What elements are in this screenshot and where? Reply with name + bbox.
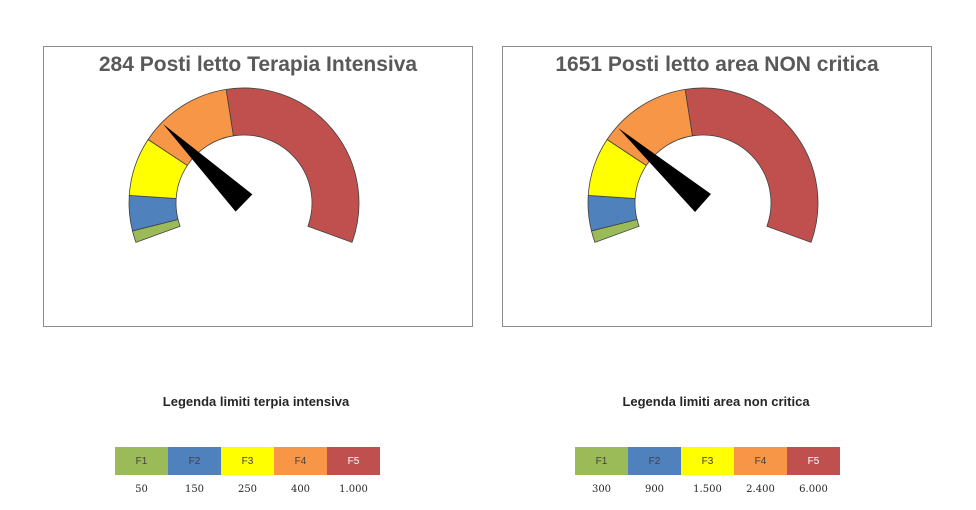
- legend-cell-f5: F5: [787, 447, 840, 475]
- legend-value: 1.500: [693, 484, 722, 495]
- gauge-panel-intensive-care: 284 Posti letto Terapia Intensiva: [43, 46, 473, 327]
- legend-value: 250: [237, 484, 258, 495]
- legend-cell-f3: F3: [221, 447, 274, 475]
- legend-cell-f4: F4: [274, 447, 327, 475]
- legend-cell-f1: F1: [115, 447, 168, 475]
- legend-value: 300: [591, 484, 612, 495]
- gauge-needle: [618, 128, 711, 212]
- gauge-title: 1651 Posti letto area NON critica: [555, 53, 879, 76]
- gauge-band-f5: [684, 87, 819, 243]
- legend-color-row: F1 F2 F3 F4 F5: [115, 447, 380, 475]
- gauge-title: 284 Posti letto Terapia Intensiva: [98, 53, 418, 76]
- legend-cell-f4: F4: [734, 447, 787, 475]
- legend-value: 2.400: [746, 484, 775, 495]
- legend-values-row: 300 900 1.500 2.400 6.000: [575, 484, 840, 495]
- legend-title: Legenda limiti area non critica: [622, 394, 810, 409]
- legend-values-row: 50 150 250 400 1.000: [115, 484, 380, 495]
- legend-cell-f5: F5: [327, 447, 380, 475]
- legend-color-row: F1 F2 F3 F4 F5: [575, 447, 840, 475]
- legend-value: 1.000: [339, 484, 368, 495]
- legend-cell-f1: F1: [575, 447, 628, 475]
- legend-title: Legenda limiti terpia intensiva: [162, 394, 350, 409]
- legend-cell-f2: F2: [168, 447, 221, 475]
- legend-value: 150: [184, 484, 205, 495]
- legend-value: 6.000: [799, 484, 828, 495]
- gauge-chart: [128, 87, 360, 243]
- legend-cell-f2: F2: [628, 447, 681, 475]
- gauge-band-f5: [225, 87, 360, 243]
- legend-value: 50: [135, 484, 148, 495]
- legend-cell-f3: F3: [681, 447, 734, 475]
- gauge-chart: [587, 87, 819, 243]
- gauge-needle: [163, 124, 253, 212]
- gauge-panel-non-critical: 1651 Posti letto area NON critica: [502, 46, 932, 327]
- legend-value: 900: [644, 484, 665, 495]
- legend-value: 400: [290, 484, 311, 495]
